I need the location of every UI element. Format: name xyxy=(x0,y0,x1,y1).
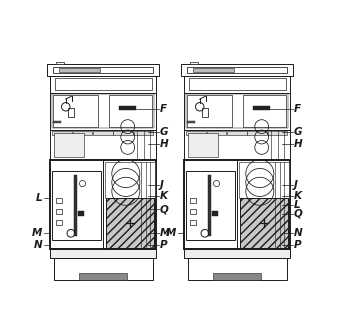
Bar xyxy=(189,220,196,225)
Bar xyxy=(52,131,72,135)
Bar xyxy=(239,162,289,198)
Bar xyxy=(52,94,154,128)
Bar xyxy=(186,94,288,128)
Text: M: M xyxy=(32,228,42,238)
Bar xyxy=(190,62,198,64)
Bar xyxy=(53,121,61,123)
Bar xyxy=(50,93,156,130)
Bar xyxy=(254,106,270,111)
Bar xyxy=(184,76,290,93)
Bar xyxy=(202,108,208,117)
Text: P: P xyxy=(294,241,301,250)
Text: G: G xyxy=(159,127,168,137)
Bar xyxy=(73,131,92,135)
Bar xyxy=(55,78,152,90)
Text: K: K xyxy=(159,191,167,201)
Text: K: K xyxy=(294,191,302,201)
Bar xyxy=(79,273,127,280)
Bar xyxy=(56,220,62,225)
Text: N: N xyxy=(294,228,302,238)
Bar xyxy=(119,106,136,111)
Bar xyxy=(114,131,133,135)
Bar xyxy=(193,68,234,72)
Bar xyxy=(109,95,152,127)
Bar xyxy=(213,273,261,280)
Bar xyxy=(247,131,267,135)
Text: N: N xyxy=(34,240,42,249)
Text: F: F xyxy=(159,104,167,115)
Bar xyxy=(189,198,196,203)
Bar xyxy=(50,130,156,160)
Bar xyxy=(50,160,156,249)
Text: M: M xyxy=(159,228,170,238)
Bar xyxy=(53,95,98,127)
Bar xyxy=(268,131,287,135)
Text: H: H xyxy=(159,140,168,149)
Bar xyxy=(56,198,62,203)
Bar xyxy=(186,131,206,135)
Bar xyxy=(53,67,153,74)
Text: Q: Q xyxy=(294,209,302,218)
Bar xyxy=(187,95,232,127)
Bar xyxy=(68,108,74,117)
Bar xyxy=(227,131,247,135)
Bar xyxy=(207,131,226,135)
Bar xyxy=(243,95,286,127)
Bar xyxy=(188,133,218,157)
Bar xyxy=(93,131,113,135)
Bar xyxy=(54,258,152,280)
Bar xyxy=(239,198,288,248)
Text: P: P xyxy=(159,241,167,250)
Bar xyxy=(187,67,287,74)
Bar xyxy=(184,160,290,249)
Text: J: J xyxy=(294,180,297,190)
Bar xyxy=(59,68,100,72)
Text: L: L xyxy=(36,193,42,203)
Bar xyxy=(106,198,154,248)
Bar xyxy=(52,171,101,240)
Text: G: G xyxy=(294,127,302,137)
Bar xyxy=(184,249,290,258)
Text: M: M xyxy=(166,228,176,238)
Text: F: F xyxy=(294,104,300,115)
Text: J: J xyxy=(159,180,164,190)
Bar xyxy=(189,78,286,90)
Bar xyxy=(208,175,211,236)
Bar xyxy=(189,209,196,214)
Bar xyxy=(188,258,287,280)
Text: L: L xyxy=(294,200,300,210)
Bar xyxy=(54,133,84,157)
Bar xyxy=(74,175,77,236)
Bar xyxy=(187,121,195,123)
Text: H: H xyxy=(294,140,302,149)
Bar xyxy=(212,212,218,216)
Bar xyxy=(134,131,154,135)
Bar xyxy=(181,64,294,76)
Bar xyxy=(56,209,62,214)
Text: Q: Q xyxy=(159,204,168,214)
Bar xyxy=(56,62,64,64)
Bar xyxy=(50,76,156,93)
Bar xyxy=(50,249,156,258)
Bar xyxy=(105,162,155,198)
Bar xyxy=(47,64,159,76)
Bar xyxy=(184,93,290,130)
Bar xyxy=(78,212,84,216)
Bar xyxy=(186,171,235,240)
Bar xyxy=(184,130,290,160)
